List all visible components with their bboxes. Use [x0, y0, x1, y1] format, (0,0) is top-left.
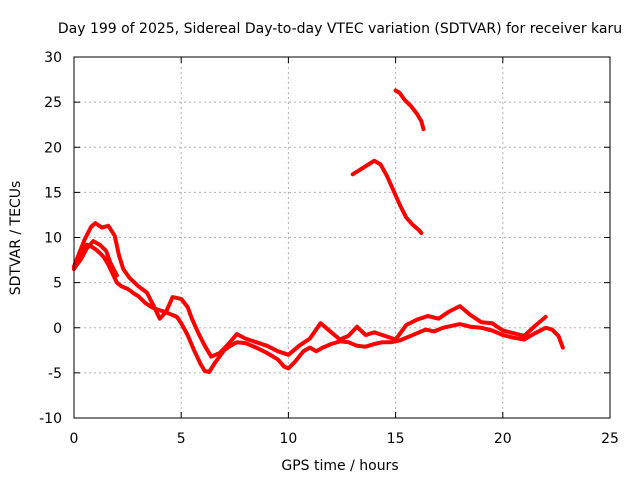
series-line-track-b [72, 221, 548, 359]
chart-title: Day 199 of 2025, Sidereal Day-to-day VTE… [58, 21, 622, 37]
x-tick-label: 10 [279, 431, 297, 447]
y-tick-label: 20 [44, 140, 62, 156]
data-series [72, 88, 565, 374]
x-tick-label: 20 [494, 431, 512, 447]
x-tick-label: 25 [601, 431, 619, 447]
series-line-track-d [350, 158, 424, 235]
y-tick-label: 30 [44, 50, 62, 66]
x-axis-label: GPS time / hours [281, 458, 398, 474]
y-tick-label: 15 [44, 185, 62, 201]
y-tick-label: 5 [53, 276, 62, 292]
series-line-track-c [72, 239, 119, 278]
x-tick-label: 0 [70, 431, 79, 447]
y-tick-label: 10 [44, 231, 62, 247]
y-tick-label: -5 [48, 366, 62, 382]
series-line-track-a [72, 242, 565, 374]
x-tick-label: 15 [387, 431, 405, 447]
y-tick-label: 0 [53, 321, 62, 337]
series-line-track-e [393, 88, 426, 132]
x-tick-label: 5 [177, 431, 186, 447]
axis-ticks: 0 5 10 15 20 25 -10 -5 0 5 10 15 20 25 30 [39, 50, 619, 447]
y-tick-label: -10 [39, 411, 62, 427]
y-tick-label: 25 [44, 95, 62, 111]
y-axis-label: SDTVAR / TECUs [8, 181, 24, 296]
grid-lines [74, 57, 610, 418]
